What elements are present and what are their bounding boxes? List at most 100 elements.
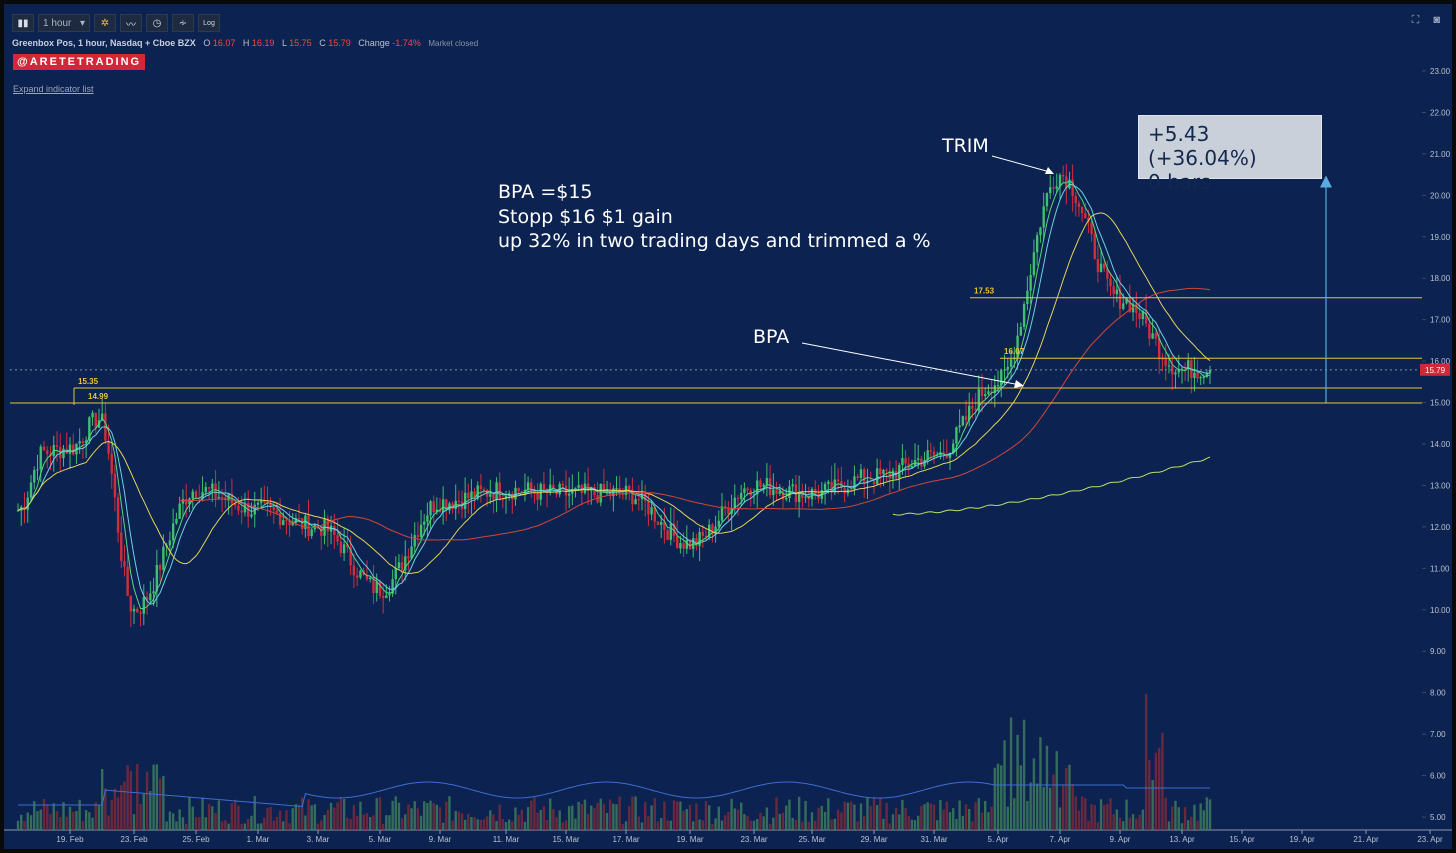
- candle-body: [856, 476, 859, 479]
- candle-body: [660, 521, 663, 525]
- volume-bar: [964, 804, 968, 830]
- chart-window: 5.00 6.00 7.00 8.00 9.00 10.00 11.00 12.00 13.00…: [4, 4, 1452, 849]
- x-tick-label: 3. Mar: [307, 835, 330, 844]
- candle-body: [666, 530, 669, 540]
- brand-badge: @ARETETRADING: [13, 54, 146, 70]
- volume-bar: [913, 820, 917, 830]
- expand-indicator-link[interactable]: Expand indicator list: [13, 84, 94, 94]
- volume-bar: [514, 807, 517, 830]
- fullscreen-icon[interactable]: ⛶: [1411, 14, 1420, 26]
- volume-bar: [1208, 799, 1212, 830]
- volume-bar: [717, 806, 720, 830]
- volume-bar: [445, 801, 448, 830]
- candle-body: [964, 416, 968, 421]
- volume-bar: [391, 800, 394, 830]
- volume-bar: [885, 802, 888, 830]
- camera-icon[interactable]: ◙: [1433, 14, 1440, 26]
- volume-bar: [479, 819, 483, 830]
- volume-bar: [397, 802, 401, 830]
- volume-bar: [365, 813, 369, 830]
- y-tick-label: 6.00: [1430, 772, 1446, 781]
- candle-body: [756, 480, 759, 495]
- volume-bar: [517, 814, 520, 830]
- log-icon[interactable]: Log: [198, 14, 220, 32]
- y-tick-label: 17.00: [1430, 316, 1451, 325]
- volume-bar: [400, 818, 404, 830]
- volume-bar: [526, 807, 530, 830]
- volume-bar: [833, 818, 837, 830]
- volume-bar: [104, 788, 107, 830]
- candle-body: [775, 489, 778, 494]
- volume-bar: [224, 820, 227, 830]
- low-value: 15.75: [289, 38, 312, 48]
- volume-bar: [91, 817, 94, 830]
- candle-body: [479, 485, 483, 490]
- volume-bar: [644, 801, 647, 830]
- candle-body: [514, 487, 517, 500]
- candle-body: [961, 416, 964, 426]
- volume-bar: [634, 796, 637, 830]
- candle-body: [285, 520, 288, 522]
- candle-body: [391, 579, 394, 594]
- volume-bar: [1074, 796, 1077, 830]
- candle-body: [1022, 304, 1026, 327]
- volume-bar: [593, 807, 596, 830]
- candle-body: [711, 524, 714, 535]
- volume-bar: [204, 817, 207, 830]
- volume-bar: [740, 802, 743, 830]
- candle-body: [736, 497, 740, 500]
- volume-bar: [561, 822, 565, 830]
- volume-bar: [123, 781, 126, 830]
- volume-bar: [1049, 787, 1052, 830]
- bars-icon[interactable]: ▮▮: [12, 14, 34, 32]
- candle-body: [797, 492, 801, 503]
- alert-clock-icon[interactable]: ◷: [146, 14, 168, 32]
- candle-body: [599, 483, 602, 503]
- volume-bar: [539, 809, 542, 830]
- candle-body: [676, 535, 679, 549]
- candle-body: [596, 494, 599, 503]
- candle-body: [388, 593, 391, 596]
- candle-body: [211, 483, 214, 489]
- volume-bar: [457, 811, 461, 830]
- volume-bar: [1138, 814, 1141, 830]
- interval-select[interactable]: 1 hour ▾: [38, 14, 90, 32]
- candle-body: [772, 489, 775, 496]
- volume-bar: [894, 807, 898, 830]
- volume-bar: [820, 806, 823, 830]
- volume-bar: [580, 804, 583, 830]
- candle-body: [149, 593, 152, 601]
- candle-body: [567, 493, 571, 496]
- volume-bar: [110, 800, 113, 830]
- volume-bar: [470, 816, 473, 830]
- volume-bar: [1068, 764, 1071, 830]
- indicators-icon[interactable]: 〰: [120, 14, 142, 32]
- candle-body: [882, 469, 885, 475]
- volume-bar: [907, 815, 910, 830]
- candle-body: [94, 412, 97, 428]
- volume-bar: [423, 801, 426, 830]
- x-tick-label: 23. Apr: [1417, 835, 1443, 844]
- volume-bar: [504, 822, 508, 830]
- candle-body: [634, 499, 637, 505]
- y-tick-label: 23.00: [1430, 67, 1451, 76]
- candle-body: [698, 531, 701, 547]
- price-chart[interactable]: 5.00 6.00 7.00 8.00 9.00 10.00 11.00 12.00 13.00…: [4, 4, 1452, 849]
- candle-body: [936, 455, 939, 457]
- volume-bar: [342, 798, 346, 830]
- volume-bar: [485, 816, 489, 830]
- volume-bar: [1090, 804, 1093, 830]
- volume-bar: [1099, 799, 1103, 830]
- volume-bar: [158, 778, 162, 830]
- candle-body: [107, 440, 110, 454]
- volume-bar: [1125, 799, 1128, 830]
- compare-icon[interactable]: ∻: [172, 14, 194, 32]
- candle-body: [533, 490, 536, 494]
- volume-bar: [1193, 804, 1196, 830]
- x-tick-label: 7. Apr: [1050, 835, 1071, 844]
- volume-bar: [55, 810, 59, 830]
- settings-icon[interactable]: ✲: [94, 14, 116, 32]
- x-tick-label: 19. Apr: [1289, 835, 1315, 844]
- candle-body: [378, 581, 382, 596]
- volume-bar: [416, 808, 420, 830]
